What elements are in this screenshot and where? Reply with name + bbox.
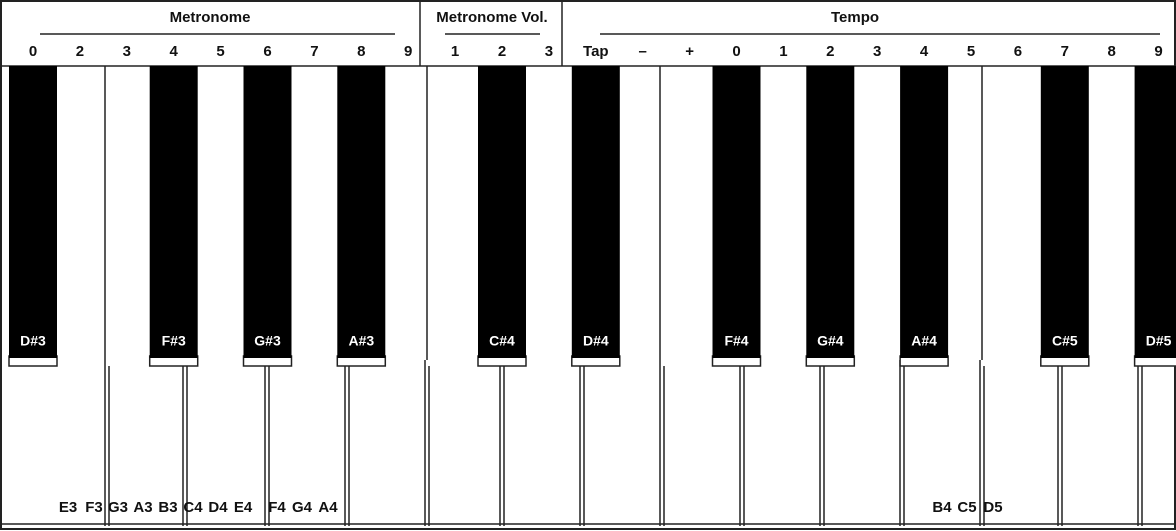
white-key-label: E3 [59, 499, 77, 516]
column-label: 8 [1108, 43, 1116, 60]
group-title: Tempo [831, 9, 879, 26]
column-label: 3 [873, 43, 881, 60]
column-label: 3 [123, 43, 131, 60]
column-label: 6 [1014, 43, 1022, 60]
black-key [478, 66, 526, 358]
white-key-label: G3 [108, 499, 128, 516]
black-key-label: C#4 [489, 333, 515, 349]
column-label: 2 [76, 43, 84, 60]
black-key [149, 66, 198, 358]
column-label: 0 [732, 43, 740, 60]
white-key-label: E4 [234, 499, 253, 516]
white-key-label: D4 [208, 499, 228, 516]
black-key [337, 66, 386, 358]
white-key-label: A3 [133, 499, 152, 516]
white-key-label: F3 [85, 499, 103, 516]
column-label: 9 [1154, 43, 1162, 60]
white-key-label: C4 [183, 499, 203, 516]
white-key-label: A4 [318, 499, 338, 516]
column-label: 6 [263, 43, 271, 60]
column-label: 9 [404, 43, 412, 60]
black-key [806, 66, 855, 358]
group-title: Metronome Vol. [436, 9, 547, 26]
black-key [900, 66, 949, 358]
column-label: 4 [920, 43, 929, 60]
black-key-label: C#5 [1052, 333, 1078, 349]
column-label: 4 [170, 43, 179, 60]
group-title: Metronome [170, 9, 251, 26]
black-key [1040, 66, 1089, 358]
column-label: 2 [498, 43, 506, 60]
column-label: 3 [545, 43, 553, 60]
white-key-label: B3 [158, 499, 177, 516]
column-label: Tap [583, 43, 609, 60]
white-key-label: G4 [292, 499, 313, 516]
black-key-label: F#4 [724, 333, 748, 349]
black-key-label: D#5 [1146, 333, 1172, 349]
white-key-label: F4 [268, 499, 286, 516]
column-label: + [685, 43, 694, 60]
white-key-label: D5 [983, 499, 1002, 516]
column-label: – [639, 43, 647, 60]
black-key-label: G#4 [817, 333, 844, 349]
black-key-label: A#3 [348, 333, 374, 349]
black-key [712, 66, 761, 358]
white-key-label: C5 [957, 499, 976, 516]
column-label: 7 [1061, 43, 1069, 60]
black-key [243, 66, 292, 358]
column-label: 1 [451, 43, 459, 60]
black-key-label: D#3 [20, 333, 46, 349]
black-key-label: G#3 [254, 333, 281, 349]
column-label: 8 [357, 43, 365, 60]
black-key [1134, 66, 1176, 358]
column-label: 0 [29, 43, 37, 60]
black-key [571, 66, 620, 358]
black-key-label: A#4 [911, 333, 937, 349]
column-label: 2 [826, 43, 834, 60]
column-label: 5 [216, 43, 224, 60]
black-key-label: D#4 [583, 333, 609, 349]
black-key-label: F#3 [162, 333, 186, 349]
column-label: 1 [779, 43, 787, 60]
black-key [9, 66, 57, 358]
column-label: 7 [310, 43, 318, 60]
column-label: 5 [967, 43, 975, 60]
white-key-label: B4 [932, 499, 952, 516]
